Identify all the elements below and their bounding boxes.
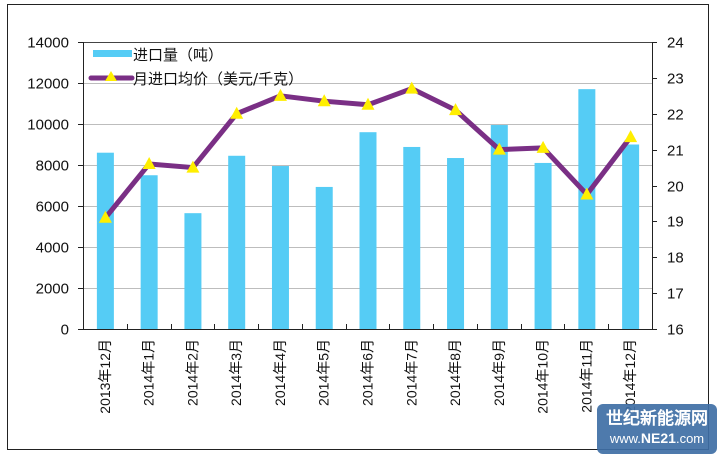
right-tick-label: 24 (667, 35, 684, 52)
left-tick-label: 2000 (36, 281, 69, 298)
watermark-url-suffix: .com (675, 431, 705, 446)
line-marker (580, 187, 594, 200)
axes (83, 42, 653, 330)
legend-line-marker (105, 71, 117, 81)
line-series (98, 81, 638, 223)
line-marker (624, 130, 638, 143)
line-marker (361, 97, 375, 110)
bar (140, 175, 158, 329)
category-label: 2014年9月 (491, 339, 507, 406)
watermark-url: www.NE21.com (597, 430, 717, 447)
bar (96, 152, 114, 329)
bar (403, 146, 421, 329)
line-marker (273, 88, 287, 101)
watermark-logo: 世纪新能源网 www.NE21.com (597, 404, 717, 454)
category-label: 2014年1月 (141, 339, 157, 406)
legend: 进口量（吨） 月进口均价（美元/千克） (88, 46, 303, 88)
legend-line-label: 月进口均价（美元/千克） (133, 70, 303, 88)
category-label: 2014年6月 (360, 339, 376, 406)
category-label: 2014年4月 (272, 339, 288, 406)
left-axis-ticks: 0 2000 4000 6000 8000 10000 12000 14000 (27, 35, 83, 339)
left-tick-label: 14000 (27, 35, 69, 52)
gridlines (83, 83, 652, 289)
line-marker (230, 106, 244, 119)
bar (315, 186, 333, 329)
line-marker (536, 140, 550, 153)
right-tick-label: 22 (667, 107, 684, 124)
watermark-url-brand: NE21 (640, 430, 676, 446)
watermark-name: 世纪新能源网 (606, 409, 708, 429)
legend-bar-label: 进口量（吨） (133, 46, 223, 64)
left-tick-label: 6000 (36, 199, 69, 216)
category-label: 2014年7月 (403, 339, 419, 406)
watermark-url-prefix: www. (609, 431, 641, 446)
bar-series (96, 89, 640, 330)
category-label: 2014年3月 (228, 339, 244, 406)
bar (622, 144, 640, 329)
category-label: 2014年11月 (578, 339, 594, 413)
category-label: 2014年10月 (535, 339, 551, 414)
line-marker (405, 81, 419, 94)
left-tick-label: 4000 (36, 240, 69, 257)
left-tick-label: 0 (61, 322, 69, 339)
bar (228, 155, 246, 329)
legend-bar-swatch (93, 50, 132, 57)
category-label: 2014年8月 (447, 339, 463, 406)
category-label: 2014年5月 (316, 339, 332, 406)
line-marker (142, 156, 156, 169)
category-label: 2014年12月 (622, 339, 638, 414)
line-marker (98, 210, 112, 223)
right-tick-label: 18 (667, 250, 684, 267)
category-label: 2013年12月 (97, 339, 113, 414)
category-labels: 2013年12月 2014年1月 2014年2月 2014年3月 2014年4月 2014… (97, 339, 638, 414)
left-tick-label: 10000 (27, 117, 69, 134)
left-tick-label: 12000 (27, 76, 69, 93)
line-marker (317, 94, 331, 107)
right-tick-label: 19 (667, 214, 684, 231)
bar (578, 89, 596, 330)
line-marker (492, 142, 506, 155)
line-marker (449, 103, 463, 116)
bar (184, 213, 202, 329)
left-tick-label: 8000 (36, 158, 69, 175)
bar (359, 132, 377, 329)
bar (447, 158, 465, 329)
right-tick-label: 21 (667, 143, 684, 160)
right-axis-ticks: 16 17 18 19 20 21 22 23 24 (652, 35, 684, 339)
bar (271, 166, 289, 329)
bar (490, 125, 508, 330)
right-tick-label: 20 (667, 179, 684, 196)
right-tick-label: 23 (667, 71, 684, 88)
bar (534, 162, 552, 329)
category-label: 2014年2月 (184, 339, 200, 406)
right-tick-label: 16 (667, 322, 684, 339)
right-tick-label: 17 (667, 286, 684, 303)
line-marker (186, 160, 200, 173)
